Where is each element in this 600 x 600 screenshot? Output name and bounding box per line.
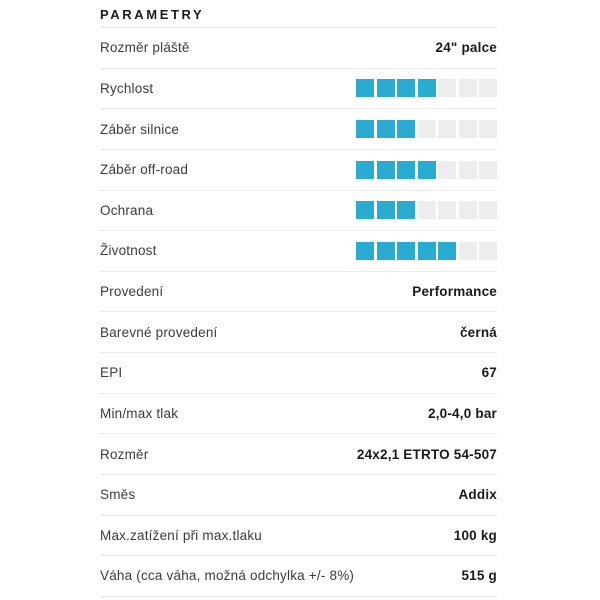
parameter-label: Váha (cca váha, možná odchylka +/- 8%) [100,568,355,584]
rating-square-filled [397,201,415,220]
parameter-value: 515 g [461,568,497,584]
parameter-row: Max.zatížení při max.tlaku 100 kg [100,516,497,557]
rating-square-empty [458,201,477,220]
parameter-row: Rozměr 24x2,1 ETRTO 54-507 [100,434,497,475]
rating-bar [356,201,497,220]
rating-square-filled [397,160,415,179]
parameter-value: Addix [458,487,497,503]
rating-square-filled [356,79,374,98]
parameter-label: EPI [100,365,123,381]
parameter-label: Rychlost [100,80,154,96]
rating-square-empty [438,79,456,98]
parameter-row: Rozměr pláště 24" palce [100,28,497,69]
rating-square-filled [397,241,415,260]
parameters-header: PARAMETRY [100,0,497,28]
rating-bar [356,160,497,179]
parameter-row: Min/max tlak 2,0-4,0 bar [100,394,497,435]
rating-square-empty [438,160,456,179]
rating-square-filled [417,79,436,98]
parameter-row: Rychlost [100,69,497,110]
parameter-row: Provedení Performance [100,272,497,313]
parameter-row: Směs Addix [100,475,497,516]
rating-bar [356,241,497,260]
rating-square-filled [417,241,436,260]
rating-square-empty [479,241,497,260]
rating-square-filled [397,120,415,139]
parameter-label: Provedení [100,284,164,300]
rating-square-filled [376,79,395,98]
rating-square-empty [458,241,477,260]
parameter-value: 24x2,1 ETRTO 54-507 [356,446,497,462]
rating-square-empty [438,120,456,139]
rating-square-empty [479,201,497,220]
parameter-label: Max.zatížení při max.tlaku [100,527,263,543]
rating-square-empty [479,120,497,139]
parameter-row: Barevné provedení černá [100,312,497,353]
parameter-label: Rozměr [100,446,149,462]
rating-square-filled [376,201,395,220]
rating-square-filled [417,160,436,179]
parameter-label: Směs [100,487,136,503]
rating-square-filled [376,160,395,179]
parameter-row: Záběr silnice [100,109,497,150]
rating-square-filled [438,241,456,260]
parameter-row: EPI 67 [100,353,497,394]
rating-square-filled [356,120,374,139]
rating-square-empty [458,160,477,179]
rating-square-filled [376,120,395,139]
parameter-value: 2,0-4,0 bar [428,405,497,421]
parameter-value: černá [459,324,497,340]
rating-square-filled [356,201,374,220]
parameter-label: Záběr off-road [100,162,189,178]
parameter-label: Barevné provedení [100,324,218,340]
parameter-row: Životnost [100,231,497,272]
parameter-label: Záběr silnice [100,121,180,137]
rating-square-filled [376,241,395,260]
rating-square-empty [458,79,477,98]
parameter-value: 100 kg [453,527,497,543]
parameter-row: Záběr off-road [100,150,497,191]
parameters-section: PARAMETRY Rozměr pláště 24" palce Rychlost… [100,0,497,597]
rating-bar [356,120,497,139]
parameter-label: Min/max tlak [100,405,179,421]
parameter-label: Životnost [100,243,157,259]
parameter-value: 67 [481,365,497,381]
parameter-label: Rozměr pláště [100,40,190,56]
rating-square-empty [458,120,477,139]
parameter-row: Ochrana [100,191,497,232]
rating-square-empty [417,201,436,220]
rating-square-filled [356,241,374,260]
parameters-title: PARAMETRY [100,7,205,22]
parameter-value: Performance [412,284,497,300]
rating-square-empty [417,120,436,139]
parameter-value: 24" palce [435,40,497,56]
rating-square-empty [479,160,497,179]
parameters-table: Rozměr pláště 24" palce Rychlost Záběr siln… [100,28,497,597]
rating-square-empty [438,201,456,220]
rating-bar [356,79,497,98]
rating-square-empty [479,79,497,98]
parameter-label: Ochrana [100,202,154,218]
rating-square-filled [356,160,374,179]
rating-square-filled [397,79,415,98]
parameter-row: Váha (cca váha, možná odchylka +/- 8%) 51… [100,556,497,597]
